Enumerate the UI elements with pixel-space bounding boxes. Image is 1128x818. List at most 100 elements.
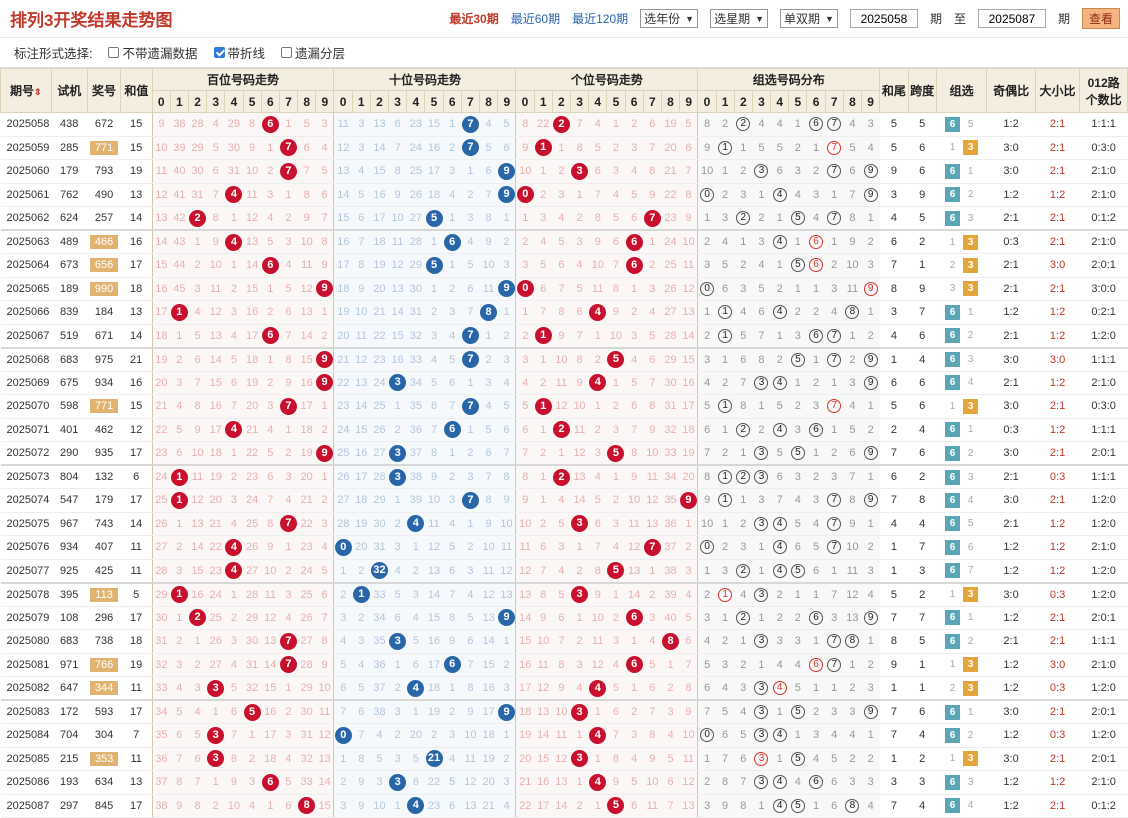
ge-cell: 7: [552, 629, 571, 654]
bai-hit-ball: 4: [225, 233, 243, 251]
checkbox-omission-layer[interactable]: [281, 47, 293, 58]
shi-cell: 4: [443, 183, 462, 207]
shi-omission: 6: [394, 611, 401, 624]
zu-cell: 9: [697, 136, 717, 160]
ge-omission: 3: [631, 329, 638, 342]
option-omission-layer[interactable]: 遗漏分层: [281, 43, 345, 62]
bai-omission: 9: [249, 141, 256, 154]
bai-cell: 2: [279, 559, 298, 583]
zu-cell: 2: [697, 581, 717, 607]
shi-cell: 5: [370, 747, 389, 771]
checkbox-no-omission[interactable]: [108, 47, 120, 58]
ge-cell: 6: [534, 535, 553, 560]
ge-cell: 12: [679, 277, 698, 301]
shi-omission: 2: [358, 564, 365, 577]
ge-omission: 12: [628, 541, 641, 554]
bai-cell: 7: [279, 324, 298, 348]
checkbox-trend-line[interactable]: [213, 47, 225, 58]
ge-omission: 2: [540, 447, 547, 459]
ge-omission: 6: [558, 259, 565, 272]
group-omission: 2: [967, 729, 974, 741]
period-cell: 2025087: [0, 794, 52, 818]
zu-cell: 3: [752, 699, 771, 724]
bai-hit-ball: 1: [170, 586, 188, 603]
shi-cell: 5: [333, 653, 353, 677]
shi-cell: 1: [461, 418, 480, 442]
shi-omission: 19: [482, 752, 495, 765]
digit-header: 0: [515, 90, 535, 113]
bai-cell: 7: [279, 136, 298, 160]
period-cell: 2025079: [0, 606, 52, 630]
shi-cell: 12: [333, 136, 353, 160]
zu-hit-circle: 3: [754, 634, 769, 649]
ge-omission: 7: [540, 306, 547, 319]
header-period[interactable]: 期号⇕: [0, 68, 52, 113]
zu-omission: 1: [867, 729, 874, 742]
shi-cell: 23: [370, 346, 389, 372]
digit-header: 2: [551, 90, 571, 113]
table-row: 2025065 189 990 18 16 45 3 11 2 15 1 5 12 9 18 9 20 13 30 1…: [0, 277, 1128, 301]
prize-cell: 257: [87, 206, 121, 231]
shi-cell: 1: [443, 206, 462, 231]
zu-omission: 5: [794, 682, 801, 694]
select-year[interactable]: 选年份 ▼: [640, 9, 699, 28]
link-recent-60[interactable]: 最近60期: [510, 12, 561, 26]
ge-cell: 7: [570, 112, 589, 137]
shi-cell: 9: [352, 770, 371, 795]
option-no-omission[interactable]: 不带遗漏数据: [108, 43, 198, 62]
zu-cell: 4: [734, 581, 753, 607]
group-omission: 1: [949, 659, 956, 671]
link-recent-120[interactable]: 最近120期: [572, 12, 629, 26]
bai-omission: 25: [209, 611, 222, 624]
zu-omission: 13: [846, 611, 859, 624]
shi-omission: 4: [340, 635, 347, 648]
zu-hit-circle: 8: [845, 305, 860, 320]
ge-cell: 3: [570, 653, 589, 677]
ge-cell: 25: [661, 253, 680, 278]
bai-cell: 4: [206, 112, 225, 137]
option-trend-line[interactable]: 带折线: [213, 43, 265, 62]
ge-cell: 6: [515, 418, 535, 442]
tail-cell: 8: [879, 277, 909, 301]
ge-omission: 7: [649, 706, 656, 718]
to-period-input[interactable]: [977, 9, 1046, 28]
shi-cell: 3: [461, 559, 480, 583]
view-button[interactable]: 查看: [1081, 8, 1120, 29]
link-recent-30[interactable]: 最近30期: [449, 12, 499, 26]
select-weekday[interactable]: 选星期 ▼: [710, 9, 768, 28]
zu-omission: 1: [831, 188, 838, 201]
shi-cell: 28: [406, 229, 425, 254]
shi-cell: 7: [333, 699, 353, 724]
prize-number: 975: [94, 353, 114, 366]
zu-omission: 3: [831, 706, 838, 718]
zu-omission: 6: [831, 799, 838, 812]
bai-cell: 8: [170, 770, 189, 795]
shi-omission: 4: [449, 329, 456, 342]
ge-cell: 3: [570, 229, 589, 254]
tail-cell: 7: [879, 606, 909, 630]
shi-omission: 4: [358, 165, 365, 178]
prize-cell: 656: [87, 253, 121, 278]
shi-omission: 2: [449, 706, 456, 718]
bai-cell: 20: [297, 464, 316, 489]
shi-cell: 25: [406, 159, 425, 184]
bai-cell: 10: [297, 229, 316, 254]
zu-omission: 1: [831, 376, 838, 389]
zu-cell: 7: [825, 159, 844, 184]
shi-cell: 4: [443, 324, 462, 348]
zu-cell: 2: [697, 229, 717, 254]
shi-cell: 13: [461, 794, 480, 818]
sum-cell: 14: [120, 206, 153, 231]
group-cell: 6 4: [936, 488, 987, 513]
shi-omission: 16: [427, 141, 441, 154]
group-cell: 1 3: [936, 653, 987, 677]
from-period-input[interactable]: [849, 9, 918, 28]
ge-cell: 32: [661, 418, 680, 442]
span-cell: 6: [908, 136, 937, 160]
select-odd-even[interactable]: 单双期 ▼: [780, 9, 838, 28]
zu-cell: 8: [697, 464, 717, 489]
odd-even-cell: 2:1: [986, 277, 1036, 301]
zu-cell: 4: [752, 112, 771, 137]
shi-omission: 28: [409, 236, 422, 248]
header-test: 试机: [50, 68, 88, 113]
